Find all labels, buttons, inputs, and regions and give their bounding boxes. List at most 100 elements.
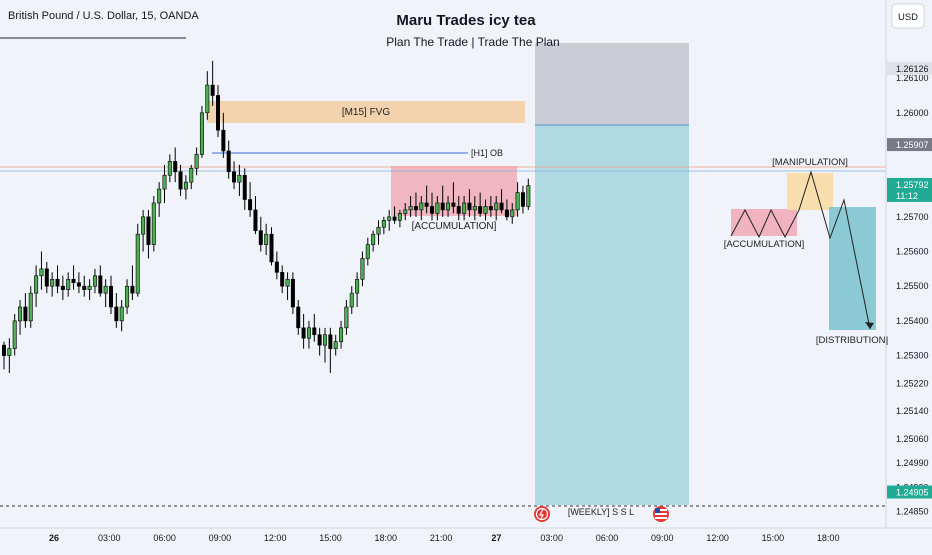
time-tick-label: 18:00 (375, 533, 398, 543)
candle (403, 202, 408, 221)
candle (317, 327, 322, 356)
diagram-manipulation-zone (787, 173, 833, 210)
candle-body-down (114, 306, 119, 322)
candle (130, 265, 135, 301)
candle-body-up (28, 292, 33, 322)
candle-body-up (119, 306, 124, 322)
time-tick-label: 27 (491, 533, 501, 543)
weekly-ssl-label: [WEEKLY] S S L (568, 507, 634, 517)
time-tick-label: 06:00 (153, 533, 176, 543)
candle (462, 196, 467, 221)
price-tag-label: 1.24905 (896, 488, 929, 498)
candle-body-down (253, 209, 258, 232)
candle (60, 275, 65, 301)
candle (39, 251, 44, 290)
candle-body-up (349, 292, 354, 308)
candle (349, 286, 354, 314)
candle-body-down (274, 261, 279, 273)
candle (194, 147, 199, 176)
candle (178, 164, 183, 197)
candle (210, 60, 215, 106)
fvg-zone (207, 101, 525, 123)
candle (451, 182, 456, 214)
candle-body-up (397, 213, 402, 221)
candle-body-up (285, 278, 290, 287)
symbol-label[interactable]: British Pound / U.S. Dollar, 15, OANDA (8, 10, 199, 22)
candle (92, 268, 97, 294)
candle (55, 265, 60, 294)
candle-body-up (322, 334, 327, 346)
candle (221, 112, 226, 158)
candle-body-up (141, 216, 146, 235)
price-tag-countdown: 11:12 (896, 191, 918, 201)
candle (290, 272, 295, 314)
candle (312, 313, 317, 342)
diagram-distribution-zone (829, 207, 876, 330)
price-tag-bg (887, 177, 932, 202)
price-tick-label: 1.25140 (896, 406, 929, 416)
us-flag-event-icon[interactable] (653, 506, 669, 522)
candle (87, 279, 92, 301)
candle (1, 341, 7, 370)
candle-body-down (467, 202, 472, 211)
candle-body-up (371, 233, 376, 245)
candle (173, 147, 178, 183)
candle (419, 196, 424, 221)
stop-loss-zone (535, 43, 689, 125)
candle-body-up (34, 275, 39, 294)
candle-body-down (71, 278, 76, 284)
candle-body-down (232, 171, 237, 183)
candle-body-up (472, 206, 477, 211)
candle-body-up (167, 161, 172, 176)
price-tag-label: 1.26126 (896, 64, 929, 74)
candle-body-up (157, 188, 162, 204)
zones-layer (0, 37, 886, 507)
candle-body-up (365, 244, 370, 259)
candle-body-down (301, 327, 306, 339)
time-tick-label: 03:00 (98, 533, 121, 543)
candle-body-up (264, 233, 269, 245)
currency-button[interactable]: USD (891, 3, 925, 29)
candle-body-up (189, 168, 194, 183)
candle (344, 300, 349, 335)
candle-body-up (92, 275, 97, 287)
time-tick-label: 15:00 (319, 533, 342, 543)
time-axis-ticks[interactable]: 26 03:00 06:00 09:00 12:00 15:00 18:00 21:00 27 0… (49, 533, 839, 543)
flash-event-icon[interactable] (534, 506, 550, 522)
candle (109, 275, 114, 314)
candle (189, 164, 194, 190)
candle-body-down (424, 202, 429, 207)
candle (114, 293, 119, 328)
candle-body-up (237, 174, 242, 183)
candle-body-up (50, 278, 55, 287)
candle (322, 327, 327, 363)
price-tag-bg (887, 485, 932, 499)
candle (440, 185, 445, 217)
diagram-accumulation-label: [ACCUMULATION] (724, 239, 805, 250)
candle-body-down (130, 285, 135, 294)
candle-body-up (339, 327, 344, 342)
candle (141, 209, 146, 252)
diagram-manipulation-label: [MANIPULATION] (772, 157, 848, 168)
candle-body-up (135, 233, 140, 294)
accumulation-label: [ACCUMULATION] (412, 221, 497, 232)
candle (456, 196, 461, 221)
candle (488, 196, 493, 217)
candle (232, 161, 237, 190)
price-tick-label: 1.25600 (896, 247, 929, 257)
candle-body-up (360, 258, 365, 280)
candle-body-down (173, 161, 178, 173)
price-tag-label: 1.25792 (896, 180, 929, 190)
candle-body-down (109, 285, 114, 308)
candle (339, 320, 344, 349)
candle (157, 182, 162, 217)
candle-body-down (60, 285, 65, 290)
candle-body-up (408, 206, 413, 211)
candle-body-down (488, 206, 493, 211)
candle-body-down (248, 199, 253, 211)
candle (360, 251, 365, 287)
